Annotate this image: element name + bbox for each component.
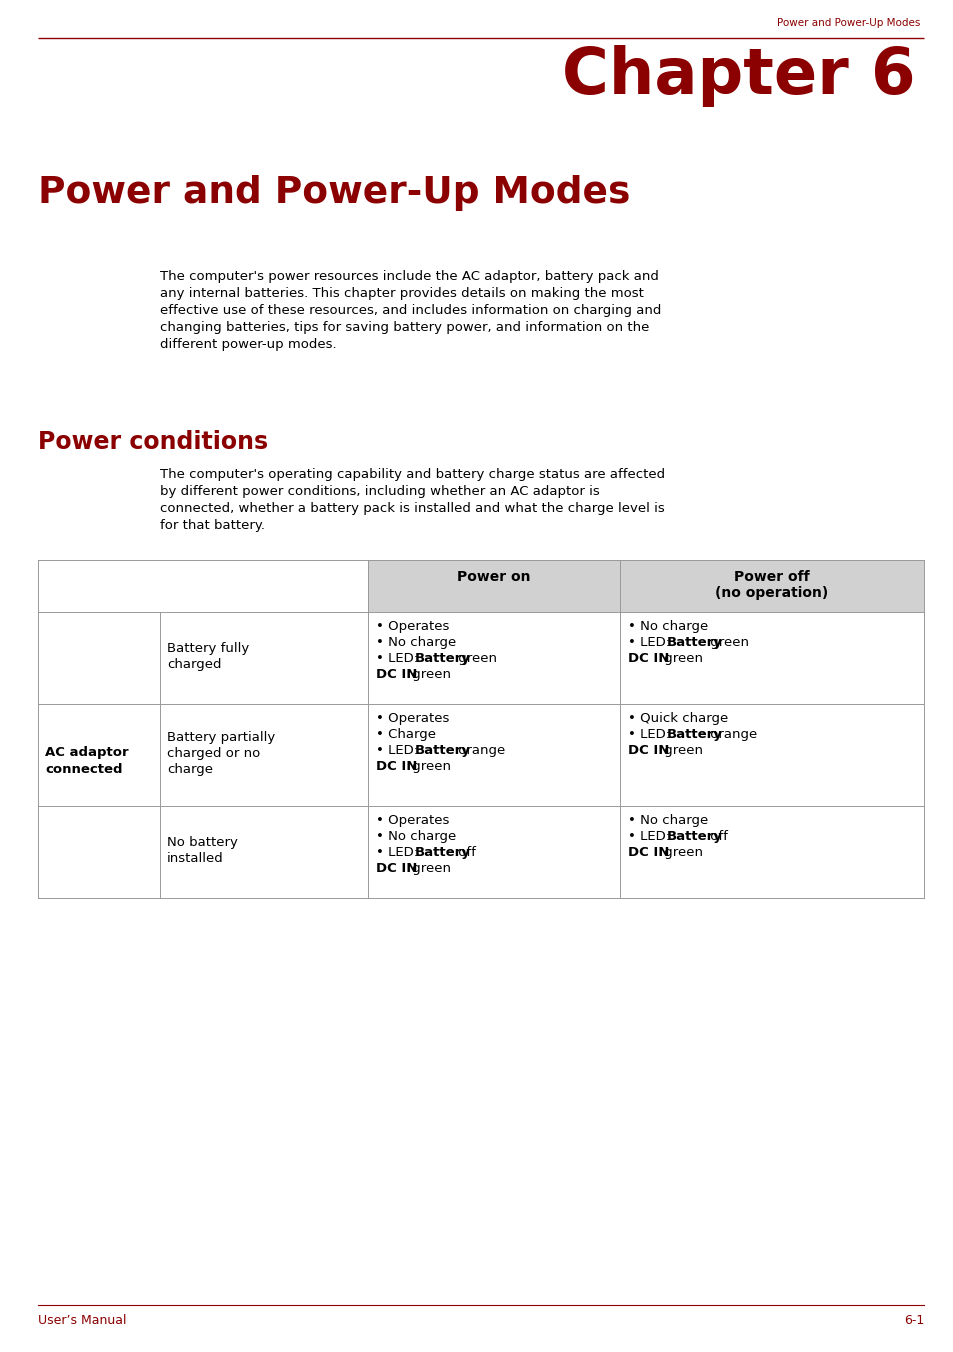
Text: No battery: No battery bbox=[167, 836, 237, 849]
Text: charged: charged bbox=[167, 658, 221, 671]
Text: • LED:: • LED: bbox=[627, 830, 674, 844]
Text: Battery: Battery bbox=[415, 846, 470, 859]
Text: • Operates: • Operates bbox=[375, 621, 449, 633]
Text: Power conditions: Power conditions bbox=[38, 430, 268, 454]
Bar bbox=[368, 560, 923, 612]
Text: green: green bbox=[408, 760, 451, 773]
Text: Battery: Battery bbox=[415, 652, 470, 665]
Text: green: green bbox=[659, 652, 702, 665]
Text: • LED:: • LED: bbox=[375, 652, 422, 665]
Text: The computer's power resources include the AC adaptor, battery pack and: The computer's power resources include t… bbox=[160, 270, 659, 283]
Text: for that battery.: for that battery. bbox=[160, 519, 265, 531]
Text: • Operates: • Operates bbox=[375, 713, 449, 725]
Text: DC IN: DC IN bbox=[627, 652, 669, 665]
Text: green: green bbox=[408, 668, 451, 681]
Text: Power and Power-Up Modes: Power and Power-Up Modes bbox=[776, 18, 919, 28]
Text: Battery fully: Battery fully bbox=[167, 642, 249, 654]
Text: • LED:: • LED: bbox=[627, 727, 674, 741]
Text: DC IN: DC IN bbox=[627, 744, 669, 757]
Text: green: green bbox=[408, 863, 451, 875]
Text: • Operates: • Operates bbox=[375, 814, 449, 827]
Text: • No charge: • No charge bbox=[627, 814, 707, 827]
Text: • No charge: • No charge bbox=[375, 635, 456, 649]
Text: Chapter 6: Chapter 6 bbox=[561, 45, 915, 107]
Text: changing batteries, tips for saving battery power, and information on the: changing batteries, tips for saving batt… bbox=[160, 320, 649, 334]
Text: connected, whether a battery pack is installed and what the charge level is: connected, whether a battery pack is ins… bbox=[160, 502, 664, 515]
Text: off: off bbox=[705, 830, 727, 844]
Text: connected: connected bbox=[45, 763, 122, 776]
Text: charge: charge bbox=[167, 763, 213, 776]
Text: DC IN: DC IN bbox=[375, 760, 416, 773]
Text: green: green bbox=[659, 846, 702, 859]
Text: • Quick charge: • Quick charge bbox=[627, 713, 727, 725]
Text: Battery: Battery bbox=[666, 727, 722, 741]
Text: Battery: Battery bbox=[415, 744, 470, 757]
Text: DC IN: DC IN bbox=[627, 846, 669, 859]
Text: Power off: Power off bbox=[734, 571, 809, 584]
Text: any internal batteries. This chapter provides details on making the most: any internal batteries. This chapter pro… bbox=[160, 287, 643, 300]
Text: by different power conditions, including whether an AC adaptor is: by different power conditions, including… bbox=[160, 485, 599, 498]
Text: orange: orange bbox=[454, 744, 504, 757]
Text: • LED:: • LED: bbox=[627, 635, 674, 649]
Text: Power and Power-Up Modes: Power and Power-Up Modes bbox=[38, 174, 630, 211]
Text: green: green bbox=[659, 744, 702, 757]
Text: Battery: Battery bbox=[666, 635, 722, 649]
Text: orange: orange bbox=[705, 727, 756, 741]
Text: • No charge: • No charge bbox=[375, 830, 456, 844]
Text: effective use of these resources, and includes information on charging and: effective use of these resources, and in… bbox=[160, 304, 660, 316]
Text: Power on: Power on bbox=[456, 571, 530, 584]
Text: off: off bbox=[454, 846, 476, 859]
Text: Battery: Battery bbox=[666, 830, 722, 844]
Text: Battery partially: Battery partially bbox=[167, 731, 275, 744]
Text: 6-1: 6-1 bbox=[902, 1314, 923, 1328]
Text: green: green bbox=[705, 635, 748, 649]
Text: AC adaptor: AC adaptor bbox=[45, 746, 129, 758]
Text: green: green bbox=[454, 652, 497, 665]
Text: (no operation): (no operation) bbox=[715, 585, 828, 600]
Text: • LED:: • LED: bbox=[375, 846, 422, 859]
Text: • No charge: • No charge bbox=[627, 621, 707, 633]
Text: The computer's operating capability and battery charge status are affected: The computer's operating capability and … bbox=[160, 468, 664, 481]
Text: DC IN: DC IN bbox=[375, 668, 416, 681]
Text: User’s Manual: User’s Manual bbox=[38, 1314, 127, 1328]
Text: DC IN: DC IN bbox=[375, 863, 416, 875]
Text: charged or no: charged or no bbox=[167, 748, 260, 760]
Text: • LED:: • LED: bbox=[375, 744, 422, 757]
Text: • Charge: • Charge bbox=[375, 727, 436, 741]
Text: installed: installed bbox=[167, 852, 224, 865]
Text: different power-up modes.: different power-up modes. bbox=[160, 338, 336, 352]
